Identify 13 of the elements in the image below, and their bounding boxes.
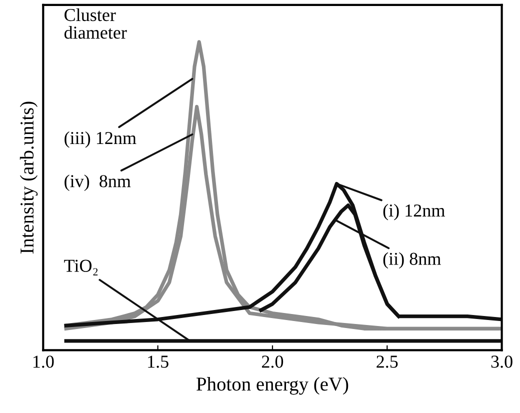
x-tick-label: 2.0 [262, 356, 284, 368]
text: Cluster diameter [64, 8, 127, 39]
annotation: (ii) 8nm [383, 252, 441, 269]
y-axis-title: Intensity (arb.units) [20, 102, 38, 254]
annotation: (iii) 12nm [64, 131, 136, 148]
x-tick-label: 1.5 [148, 356, 168, 368]
annotation: (iv) 8nm [64, 174, 131, 191]
x-tick-label: 3.0 [491, 356, 512, 368]
annotation: TiO₂ [64, 260, 98, 276]
x-tick-label: 1.0 [33, 356, 54, 368]
x-axis-title: Photon energy (eV) [196, 377, 348, 395]
x-tick-label: 2.5 [376, 356, 398, 368]
annotation: (i) 12nm [383, 204, 445, 220]
